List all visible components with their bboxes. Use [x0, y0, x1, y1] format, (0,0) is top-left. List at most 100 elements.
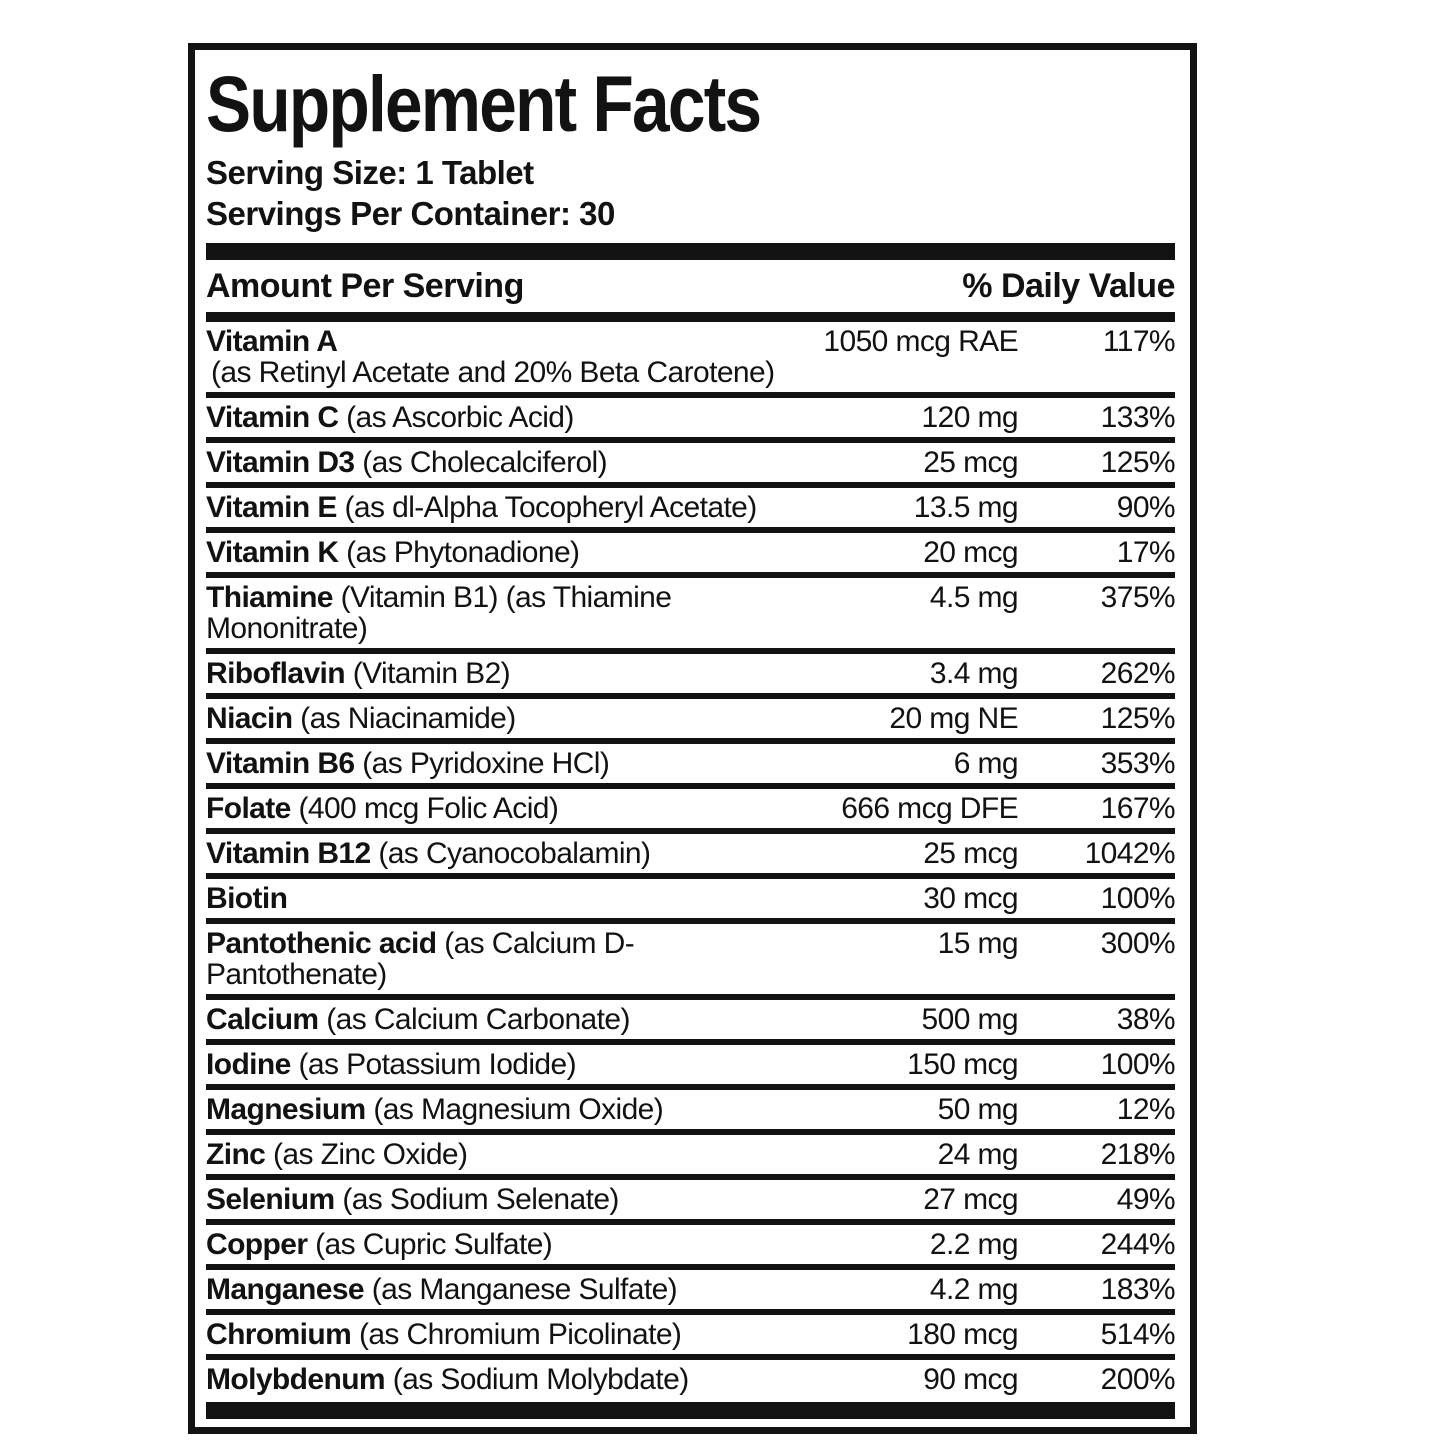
nutrient-daily-value: 12%: [1116, 1093, 1176, 1126]
nutrient-amount: 6 mg: [953, 747, 1019, 780]
row-separator: [206, 527, 1175, 533]
nutrient-daily-value: 244%: [1100, 1228, 1176, 1261]
nutrient-amount: 2.2 mg: [929, 1228, 1019, 1261]
nutrient-amount: 500 mg: [921, 1003, 1019, 1036]
amount-per-serving-header: Amount Per Serving: [206, 267, 524, 305]
nutrient-daily-value: 375%: [1100, 581, 1176, 614]
row-separator: [206, 572, 1175, 578]
nutrient-row: Manganese (as Manganese Sulfate) 4.2 mg 18…: [206, 1270, 1176, 1309]
nutrient-name: Vitamin B6 (as Pyridoxine HCl): [206, 747, 610, 780]
nutrient-daily-value: 100%: [1100, 882, 1176, 915]
nutrient-daily-value: 49%: [1116, 1183, 1176, 1216]
nutrient-row: Copper (as Cupric Sulfate) 2.2 mg 244%: [206, 1225, 1176, 1264]
nutrient-name: Vitamin A: [206, 325, 338, 358]
nutrient-row: Vitamin E (as dl-Alpha Tocopheryl Acetat…: [206, 488, 1176, 527]
divider-bar-thick: [206, 243, 1175, 260]
nutrient-row: Niacin (as Niacinamide) 20 mg NE 125%: [206, 699, 1176, 738]
nutrient-daily-value: 1042%: [1084, 837, 1176, 870]
nutrient-row: Biotin 30 mcg 100%: [206, 879, 1176, 918]
nutrient-daily-value: 218%: [1100, 1138, 1176, 1171]
nutrient-row: Vitamin B6 (as Pyridoxine HCl) 6 mg 353%: [206, 744, 1176, 783]
nutrient-name: Iodine (as Potassium Iodide): [206, 1048, 577, 1081]
nutrient-daily-value: 183%: [1100, 1273, 1176, 1306]
nutrient-daily-value: 117%: [1102, 325, 1176, 358]
nutrient-amount: 25 mcg: [923, 446, 1018, 479]
nutrient-daily-value: 353%: [1100, 747, 1176, 780]
row-separator: [206, 873, 1175, 879]
nutrient-amount: 150 mcg: [907, 1048, 1018, 1081]
nutrient-name: Copper (as Cupric Sulfate): [206, 1228, 553, 1261]
row-separator: [206, 437, 1175, 443]
column-header-row: Amount Per Serving % Daily Value: [206, 260, 1175, 312]
nutrient-amount: 4.5 mg: [929, 581, 1019, 614]
nutrient-amount: 4.2 mg: [929, 1273, 1019, 1306]
row-separator: [206, 648, 1175, 654]
row-separator: [206, 392, 1175, 398]
nutrient-name: Molybdenum (as Sodium Molybdate): [206, 1363, 689, 1396]
row-separator: [206, 918, 1175, 924]
nutrient-row: Molybdenum (as Sodium Molybdate) 90 mcg 20…: [206, 1360, 1176, 1399]
servings-per-container: Servings Per Container: 30: [206, 195, 615, 232]
row-separator: [206, 1309, 1175, 1315]
nutrient-amount: 1050 mcg RAE: [823, 325, 1018, 358]
nutrient-name: Riboflavin (Vitamin B2): [206, 657, 511, 690]
row-separator: [206, 1354, 1175, 1360]
nutrient-daily-value: 17%: [1116, 536, 1176, 569]
nutrient-row: Magnesium (as Magnesium Oxide) 50 mg 12%: [206, 1090, 1176, 1129]
nutrient-name: Niacin (as Niacinamide): [206, 702, 516, 735]
nutrient-amount: 13.5 mg: [913, 491, 1019, 524]
nutrient-daily-value: 300%: [1100, 927, 1176, 960]
nutrient-daily-value: 90%: [1116, 491, 1176, 524]
nutrient-daily-value: 262%: [1100, 657, 1176, 690]
nutrient-row: Vitamin B12 (as Cyanocobalamin) 25 mcg 104…: [206, 834, 1176, 873]
nutrient-name: Pantothenic acid (as Calcium D-Pantothen…: [206, 927, 635, 991]
nutrient-amount: 20 mcg: [923, 536, 1018, 569]
nutrient-row: Iodine (as Potassium Iodide) 150 mcg 100%: [206, 1045, 1176, 1084]
nutrient-row: Vitamin K (as Phytonadione) 20 mcg 17%: [206, 533, 1176, 572]
nutrient-row: Vitamin D3 (as Cholecalciferol) 25 mcg 125…: [206, 443, 1176, 482]
nutrient-amount: 15 mg: [937, 927, 1019, 960]
nutrient-row: Vitamin A 1050 mcg RAE 117% (as Retinyl Ace…: [206, 322, 1176, 392]
nutrient-name: Vitamin E (as dl-Alpha Tocopheryl Acetat…: [206, 491, 757, 524]
row-separator: [206, 693, 1175, 699]
row-separator: [206, 1084, 1175, 1090]
nutrient-row: Pantothenic acid (as Calcium D-Pantothen…: [206, 924, 1176, 994]
nutrient-name: Selenium (as Sodium Selenate): [206, 1183, 619, 1216]
row-separator: [206, 783, 1175, 789]
nutrient-amount: 180 mcg: [907, 1318, 1018, 1351]
nutrient-amount: 3.4 mg: [929, 657, 1019, 690]
nutrient-daily-value: 133%: [1100, 401, 1176, 434]
row-separator: [206, 994, 1175, 1000]
nutrient-row: Thiamine (Vitamin B1) (as Thiamine Monon…: [206, 578, 1176, 648]
nutrient-name: Vitamin B12 (as Cyanocobalamin): [206, 837, 651, 870]
nutrient-source-note: (as Retinyl Acetate and 20% Beta Caroten…: [211, 356, 775, 389]
nutrient-row: Folate (400 mcg Folic Acid) 666 mcg DFE 16…: [206, 789, 1176, 828]
nutrient-row: Riboflavin (Vitamin B2) 3.4 mg 262%: [206, 654, 1176, 693]
nutrient-rows: Vitamin A 1050 mcg RAE 117% (as Retinyl Ace…: [206, 322, 1176, 1399]
row-separator: [206, 1264, 1175, 1270]
nutrient-amount: 120 mg: [921, 401, 1019, 434]
nutrient-amount: 24 mg: [937, 1138, 1019, 1171]
nutrient-amount: 90 mcg: [923, 1363, 1018, 1396]
nutrient-name: Folate (400 mcg Folic Acid): [206, 792, 559, 825]
nutrient-name: Chromium (as Chromium Picolinate): [206, 1318, 682, 1351]
daily-value-header: % Daily Value: [962, 267, 1175, 305]
nutrient-row: Chromium (as Chromium Picolinate) 180 mcg…: [206, 1315, 1176, 1354]
nutrient-daily-value: 125%: [1100, 446, 1176, 479]
row-separator: [206, 1219, 1175, 1225]
nutrient-amount: 25 mcg: [923, 837, 1018, 870]
nutrient-daily-value: 38%: [1116, 1003, 1176, 1036]
nutrient-daily-value: 514%: [1100, 1318, 1176, 1351]
nutrient-name: Magnesium (as Magnesium Oxide): [206, 1093, 664, 1126]
divider-bar-bottom: [206, 1402, 1175, 1419]
nutrient-amount: 666 mcg DFE: [841, 792, 1018, 825]
nutrient-name: Biotin: [206, 882, 288, 915]
row-separator: [206, 1129, 1175, 1135]
nutrient-daily-value: 200%: [1100, 1363, 1176, 1396]
nutrient-name: Manganese (as Manganese Sulfate): [206, 1273, 678, 1306]
divider-bar-medium: [206, 312, 1175, 322]
row-separator: [206, 828, 1175, 834]
nutrient-amount: 50 mg: [937, 1093, 1019, 1126]
nutrient-row: Vitamin C (as Ascorbic Acid) 120 mg 133%: [206, 398, 1176, 437]
